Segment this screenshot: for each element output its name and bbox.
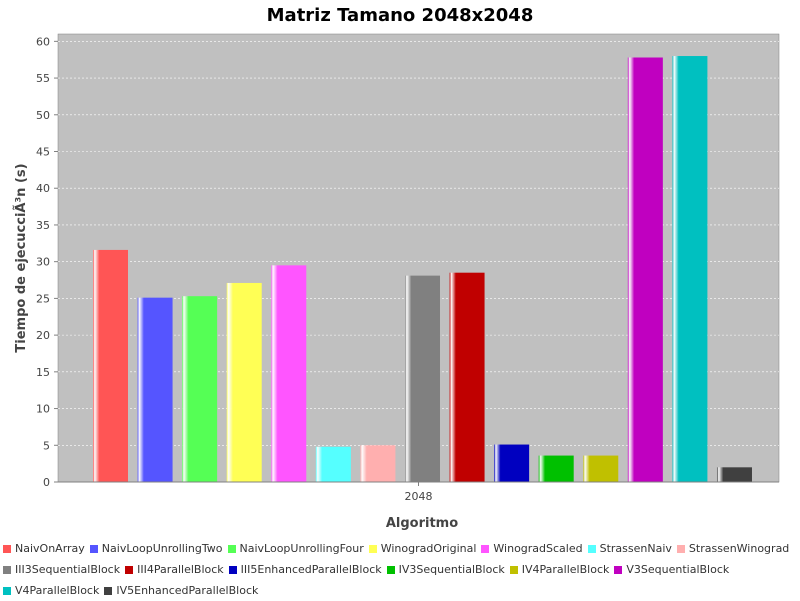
legend-item: IV5EnhancedParallelBlock [104, 584, 258, 597]
y-tick-label: 55 [36, 72, 50, 85]
bar-WinogradScaled [271, 265, 307, 482]
legend-label: IV5EnhancedParallelBlock [116, 584, 259, 597]
bar-WinogradOriginal [226, 282, 262, 482]
bar-IV5EnhancedParallelBlock [716, 467, 752, 482]
bar-III3SequentialBlock [404, 275, 440, 482]
bar-III5EnhancedParallelBlock [494, 444, 530, 482]
y-tick-label: 50 [36, 109, 50, 122]
bar-IV3SequentialBlock [538, 455, 574, 482]
y-tick-label: 20 [36, 329, 50, 342]
y-tick-label: 60 [36, 35, 50, 48]
y-tick-label: 10 [36, 403, 50, 416]
legend-swatch [587, 544, 596, 553]
legend-item: V4ParallelBlock [3, 584, 99, 597]
y-tick-label: 15 [36, 366, 50, 379]
legend-item: III5EnhancedParallelBlock [228, 563, 382, 576]
legend-swatch [125, 565, 134, 574]
axes: 0 5 10 15 20 25 30 35 40 45 50 55 60 2048 [36, 35, 779, 503]
bar-StrassenNaiv [315, 446, 351, 482]
bar-StrassenWinograd [360, 445, 396, 482]
legend-label: NaivOnArray [15, 542, 85, 555]
legend-item: NaivOnArray [3, 542, 85, 555]
legend-label: V4ParallelBlock [15, 584, 100, 597]
legend-item: III3SequentialBlock [3, 563, 120, 576]
legend-item: NaivLoopUnrollingTwo [89, 542, 223, 555]
legend-swatch [3, 544, 11, 553]
legend-label: StrassenNaiv [599, 542, 672, 555]
legend-label: III5EnhancedParallelBlock [240, 563, 382, 576]
legend-swatch [386, 565, 395, 574]
bars [93, 56, 752, 483]
bar-NaivLoopUnrollingFour [182, 296, 218, 482]
legend-swatch [481, 544, 490, 553]
legend-swatch [104, 586, 113, 595]
legend-swatch [368, 544, 377, 553]
y-tick-label: 45 [36, 146, 50, 159]
legend-item: StrassenNaiv [587, 542, 672, 555]
y-tick-label: 25 [36, 292, 50, 305]
legend-swatch [3, 565, 11, 574]
legend-label: IV3SequentialBlock [398, 563, 505, 576]
bar-IV4ParallelBlock [583, 455, 619, 482]
x-tick-label: 2048 [405, 490, 433, 503]
y-tick-label: 35 [36, 219, 50, 232]
legend-row: NaivOnArray NaivLoopUnrollingTwo NaivLoopU… [3, 538, 797, 559]
chart-title: Matriz Tamano 2048x2048 [267, 5, 534, 26]
legend-swatch [676, 544, 685, 553]
legend-swatch [614, 565, 623, 574]
legend-row: V4ParallelBlock IV5EnhancedParallelBlock [3, 580, 797, 601]
legend-label: StrassenWinograd [688, 542, 790, 555]
y-tick-label: 0 [43, 476, 50, 489]
bar-NaivLoopUnrollingTwo [137, 297, 173, 482]
legend-label: NaivLoopUnrollingTwo [101, 542, 223, 555]
legend-swatch [227, 544, 236, 553]
legend-item: III4ParallelBlock [125, 563, 224, 576]
y-axis-label: Tiempo de ejecucciÃ³n (s) [13, 163, 29, 352]
legend-label: WinogradOriginal [380, 542, 477, 555]
legend-item: WinogradOriginal [368, 542, 477, 555]
legend-label: IV4ParallelBlock [521, 563, 610, 576]
legend-swatch [228, 565, 237, 574]
legend-item: IV4ParallelBlock [509, 563, 610, 576]
legend-label: NaivLoopUnrollingFour [239, 542, 364, 555]
bar-V4ParallelBlock [672, 56, 708, 483]
legend-item: StrassenWinograd [676, 542, 790, 555]
legend-item: NaivLoopUnrollingFour [227, 542, 364, 555]
y-tick-label: 5 [43, 439, 50, 452]
legend-label: III3SequentialBlock [15, 563, 121, 576]
legend: NaivOnArray NaivLoopUnrollingTwo NaivLoopU… [3, 538, 797, 601]
legend-label: III4ParallelBlock [137, 563, 224, 576]
legend-item: V3SequentialBlock [614, 563, 729, 576]
legend-swatch [509, 565, 518, 574]
legend-swatch [89, 544, 98, 553]
y-tick-label: 30 [36, 256, 50, 269]
legend-label: WinogradScaled [493, 542, 583, 555]
legend-swatch [3, 586, 11, 595]
bar-NaivOnArray [93, 249, 128, 482]
legend-item: WinogradScaled [481, 542, 583, 555]
bar-V3SequentialBlock [627, 57, 663, 482]
legend-label: V3SequentialBlock [626, 563, 730, 576]
legend-row: III3SequentialBlock III4ParallelBlock III5… [3, 559, 797, 580]
bar-III4ParallelBlock [449, 272, 485, 482]
x-axis-label: Algoritmo [386, 516, 458, 531]
y-tick-label: 40 [36, 182, 50, 195]
legend-item: IV3SequentialBlock [386, 563, 505, 576]
